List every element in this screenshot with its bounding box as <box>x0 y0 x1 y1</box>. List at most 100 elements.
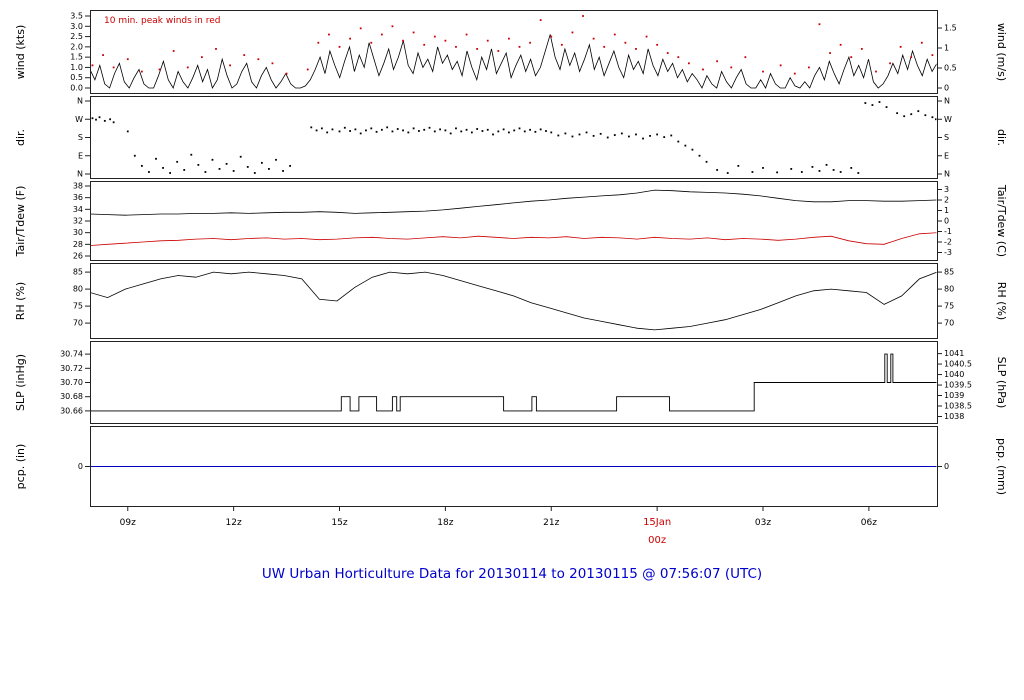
peak-wind-kts-point <box>839 43 842 46</box>
y-tick-label: 70 <box>73 319 83 328</box>
wind-direction-point <box>523 130 526 133</box>
wind-direction-point <box>656 133 659 136</box>
wind-frame <box>90 10 938 94</box>
peak-wind-kts-point <box>200 56 203 59</box>
peak-wind-kts-point <box>550 35 553 38</box>
peak-wind-kts-point <box>215 48 217 50</box>
y-tick-label: 26 <box>73 252 83 261</box>
y-tick-label: 36 <box>73 193 83 202</box>
wind-direction-point <box>386 126 389 129</box>
wind-direction-point <box>534 130 537 133</box>
y-tick-label: 32 <box>73 217 83 226</box>
figure-title: UW Urban Horticulture Data for 20130114 … <box>0 566 1024 582</box>
wind-direction-point <box>349 130 351 132</box>
wind-direction-point <box>444 129 447 132</box>
wind-direction-point <box>428 126 431 129</box>
wind-direction-point <box>502 128 505 131</box>
y-tick-label: W <box>944 115 952 124</box>
wind-kts-axis-label: wind (kts) <box>14 25 27 80</box>
peak-wind-kts-point <box>91 64 94 67</box>
peak-wind-kts-point <box>744 56 747 59</box>
wind-direction-point <box>91 117 94 120</box>
y-tick-label: -2 <box>944 238 952 247</box>
wind-direction-point <box>663 136 666 138</box>
wind-direction-point <box>529 128 531 131</box>
wind-direction-point <box>109 118 112 121</box>
peak-wind-kts-point <box>539 19 542 22</box>
wind-direction-point <box>800 171 803 173</box>
y-tick-label: 1 <box>944 206 949 215</box>
wind-direction-point <box>354 128 357 131</box>
y-tick-label: 75 <box>73 302 83 311</box>
wind-direction-point <box>864 102 867 104</box>
y-tick-label: 3.0 <box>70 22 83 31</box>
wind-direction-point <box>476 128 479 130</box>
y-tick-label: 2 <box>944 196 949 205</box>
y-tick-label: -1 <box>944 227 952 236</box>
peak-wind-kts-point <box>666 52 669 54</box>
peak-wind-kts-point <box>486 39 489 42</box>
wind-direction-point <box>225 162 228 165</box>
y-tick-label: 0 <box>78 462 83 471</box>
slp-hpa-axis-label: SLP (hPa) <box>995 357 1008 409</box>
wind-direction-point <box>320 127 323 130</box>
wind-speed-panel: wind (kts) wind (m/s) 10 min. peak winds… <box>14 10 1008 94</box>
wind-direction-point <box>497 130 500 133</box>
peak-wind-kts-point <box>433 35 436 38</box>
peak-wind-kts-point <box>613 33 616 36</box>
wind-direction-point <box>513 129 516 132</box>
peak-wind-kts-point <box>518 45 521 48</box>
wind-direction-point <box>811 166 814 168</box>
wind-direction-point <box>896 112 899 115</box>
x-tick-label: 06z <box>861 518 877 528</box>
dir-frame <box>90 96 938 179</box>
peak-wind-kts-point <box>380 33 383 36</box>
peak-wind-kts-point <box>850 56 853 59</box>
time-axis: 09z 12z 15z 18z 21z 15Jan 00z 03z 06z <box>120 507 877 546</box>
y-tick-label: 75 <box>944 302 954 311</box>
peak-wind-kts-point <box>102 54 104 56</box>
y-tick-label: 34 <box>73 205 83 214</box>
peak-wind-kts-point <box>257 58 260 61</box>
wind-direction-point <box>391 130 394 133</box>
wind-direction-point <box>218 168 221 170</box>
peak-wind-kts-point <box>687 62 690 65</box>
y-tick-label: 1041 <box>944 349 964 358</box>
wind-direction-point <box>606 136 609 139</box>
wind-direction-point <box>268 168 270 170</box>
y-tick-label: 1.5 <box>70 53 83 62</box>
y-tick-label: 30.66 <box>60 406 83 415</box>
wind-direction-point <box>550 131 553 134</box>
peak-wind-kts-point <box>370 41 373 44</box>
y-tick-label: 0.5 <box>70 73 83 82</box>
wind-direction-point <box>839 171 842 173</box>
wind-direction-point <box>418 130 420 132</box>
peak-wind-kts-point <box>702 68 704 71</box>
peak-wind-kts-point <box>412 31 415 34</box>
temp-series-layer <box>90 189 937 246</box>
wind-direction-point <box>705 160 708 163</box>
wind-direction-point <box>232 170 235 172</box>
wind-direction-point <box>204 171 207 173</box>
peak-wind-kts-point <box>359 27 362 30</box>
rh-percent-line <box>90 271 937 331</box>
peak-wind-kts-point <box>423 43 426 46</box>
pressure-panel: SLP (inHg) SLP (hPa) 30.74 30.72 30.70 30.6… <box>14 341 1008 424</box>
peak-wind-kts-point <box>910 56 913 59</box>
peak-wind-kts-point <box>779 64 782 67</box>
wind-direction-point <box>331 128 334 131</box>
peak-wind-kts-point <box>818 23 821 26</box>
peak-wind-kts-point <box>402 39 404 42</box>
peak-wind-kts-point <box>656 43 659 46</box>
peak-wind-kts-point <box>271 62 274 65</box>
y-tick-label: 2.5 <box>70 32 83 41</box>
wind-direction-point <box>545 130 547 132</box>
peak-wind-kts-point <box>158 68 161 71</box>
wind-direction-point <box>465 128 468 131</box>
rh-left-axis-label: RH (%) <box>14 282 27 320</box>
rh-right-axis-label: RH (%) <box>995 282 1008 320</box>
wind-direction-point <box>486 128 489 131</box>
peak-wind-kts-point <box>497 50 500 52</box>
x-tick-label: 09z <box>120 518 136 528</box>
